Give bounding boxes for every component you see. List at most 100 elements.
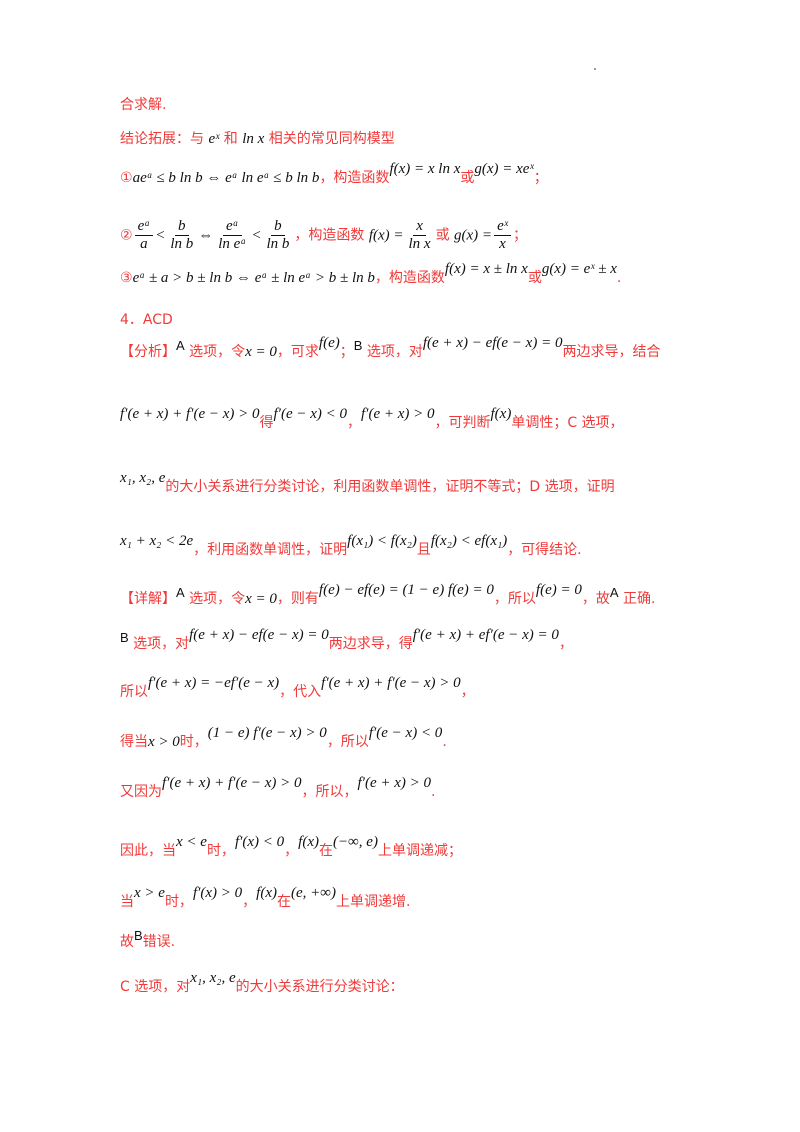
math-expression: f(x)	[490, 406, 512, 422]
text-run: 时，	[206, 843, 235, 859]
text-run: ②	[120, 227, 133, 244]
math-expression: x < e	[176, 834, 207, 850]
text-line: f′(e + x) + f′(e − x) > 0得f′(e − x) < 0，…	[120, 406, 624, 433]
math-expression: f′(e − x) < 0	[368, 725, 443, 741]
text-run: ，所以，	[301, 784, 358, 800]
fraction-numerator: x	[413, 218, 426, 236]
text-run: ；	[512, 227, 527, 244]
text-run: ，构造函数	[319, 170, 390, 186]
text-line: 合求解.	[120, 95, 166, 115]
option-letter: A	[176, 585, 185, 600]
math-expression: (−∞, e)	[332, 834, 378, 850]
math-expression: f(x₁) < f(x₂)	[347, 533, 417, 549]
text-line: ③eᵃ ± a > b ± ln b ⇔ eᵃ ± ln eᵃ > b ± ln…	[120, 261, 622, 288]
text-run: ，所以	[326, 734, 369, 750]
math-fraction: b ln b	[167, 218, 196, 253]
text-run: ，构造函数	[294, 227, 369, 244]
text-run: 故	[120, 934, 134, 950]
text-run: ①	[120, 170, 133, 186]
math-expression: f(x) = x ln x	[389, 161, 461, 177]
text-run: 的大小关系进行分类讨论，利用函数单调性，证明不等式；D 选项，证明	[165, 479, 615, 495]
text-run: 或	[527, 270, 542, 286]
math-expression: f′(x) > 0	[192, 885, 243, 901]
text-run: .	[442, 734, 447, 750]
fraction-numerator: eᵃ	[134, 218, 154, 236]
text-run: ，	[347, 415, 361, 431]
math-expression: aeᵃ ≤ b ln b ⇔ eᵃ ln eᵃ ≤ b ln b	[132, 170, 320, 186]
math-expression: f(e) = 0	[535, 582, 582, 598]
text-run: 【详解】	[120, 591, 176, 607]
text-run: ，故	[581, 591, 610, 607]
math-expression: x = 0	[245, 344, 277, 360]
math-expression: f(x)	[298, 834, 319, 850]
math-expression: f′(e − x) < 0	[273, 406, 348, 422]
text-run: ，	[460, 684, 475, 700]
text-run: 选项，令	[184, 344, 246, 360]
math-expression: <	[155, 227, 166, 244]
text-line: 得当x > 0时，(1 − e) f′(e − x) > 0，所以f′(e − …	[120, 725, 447, 752]
math-expression: x > 0	[148, 734, 180, 750]
math-expression: f′(e + x) + f′(e − x) > 0	[120, 406, 260, 422]
text-run: 选项，令	[184, 591, 246, 607]
page-mark	[594, 68, 596, 70]
text-line: x₁ + x₂ < 2e，利用函数单调性，证明f(x₁) < f(x₂)且f(x…	[120, 533, 582, 560]
text-line: x₁, x₂, e的大小关系进行分类讨论，利用函数单调性，证明不等式；D 选项，…	[120, 470, 615, 497]
fraction-denominator: ln eᵃ	[218, 236, 247, 252]
text-run: ，则有	[276, 591, 319, 607]
math-expression: <	[251, 227, 262, 244]
text-run: .	[431, 784, 436, 800]
math-fraction: x ln x	[406, 218, 434, 253]
math-expression: x₁ + x₂ < 2e	[120, 533, 194, 549]
math-expression: f(e) − ef(e) = (1 − e) f(e) = 0	[318, 582, 494, 598]
math-expression: g(x) = xeˣ	[474, 161, 534, 177]
math-expression: f′(e + x) + ef′(e − x) = 0	[412, 627, 559, 643]
math-fraction: b ln b	[263, 218, 292, 253]
text-run: 所以	[120, 684, 148, 700]
fraction-denominator: ln x	[408, 236, 431, 252]
text-run: 相关的常见同构模型	[264, 131, 395, 147]
math-fraction: eˣ x	[494, 218, 511, 253]
text-line: 【详解】A 选项，令x = 0，则有f(e) − ef(e) = (1 − e)…	[120, 582, 656, 609]
text-run: ，所以	[493, 591, 536, 607]
math-expression: f(e + x) − ef(e − x) = 0	[189, 627, 329, 643]
text-run: 和	[219, 131, 243, 147]
math-expression: x₁, x₂, e	[120, 470, 166, 486]
math-fraction: eᵃ ln eᵃ	[215, 218, 249, 253]
text-run: C 选项，对	[120, 979, 191, 995]
math-expression: g(x) = eˣ ± x	[541, 261, 617, 277]
text-run: ③	[120, 270, 133, 286]
math-expression: f(x)	[256, 885, 277, 901]
text-run: 正确.	[618, 591, 656, 607]
text-line: 所以f′(e + x) = −ef′(e − x)，代入f′(e + x) + …	[120, 675, 475, 702]
text-run: ，	[242, 894, 257, 910]
text-run: 的大小关系进行分类讨论：	[235, 979, 404, 995]
math-expression: f(x) =	[368, 227, 404, 244]
math-fraction: eᵃ a	[134, 218, 154, 253]
text-run: 两边求导，得	[328, 636, 413, 652]
math-expression: f(x) = x ± ln x	[444, 261, 528, 277]
text-line: 故B错误.	[120, 928, 175, 952]
math-expression: ln x	[242, 131, 265, 147]
fraction-denominator: x	[499, 236, 506, 252]
text-run: .	[616, 270, 622, 286]
text-run: 在	[318, 843, 333, 859]
math-expression: f′(e + x) > 0	[357, 775, 432, 791]
option-letter: A	[609, 585, 619, 600]
text-run: ，	[284, 843, 299, 859]
text-run: 或	[435, 227, 455, 244]
option-letter: B	[353, 338, 363, 353]
math-expression: f(e + x) − ef(e − x) = 0	[422, 335, 563, 351]
fraction-denominator: ln b	[170, 236, 194, 252]
fraction-denominator: ln b	[266, 236, 290, 252]
text-run: 因此，当	[120, 843, 176, 859]
math-expression: x > e	[134, 885, 165, 901]
text-run: 时，	[164, 894, 193, 910]
text-run: ，代入	[279, 684, 322, 700]
fraction-numerator: eˣ	[494, 218, 511, 236]
math-expression: ⇔	[198, 227, 214, 244]
text-run: 选项，对	[128, 636, 190, 652]
text-run: ，可得结论.	[507, 542, 582, 558]
text-run: 合求解.	[120, 97, 167, 113]
text-run: 又因为	[120, 784, 162, 800]
